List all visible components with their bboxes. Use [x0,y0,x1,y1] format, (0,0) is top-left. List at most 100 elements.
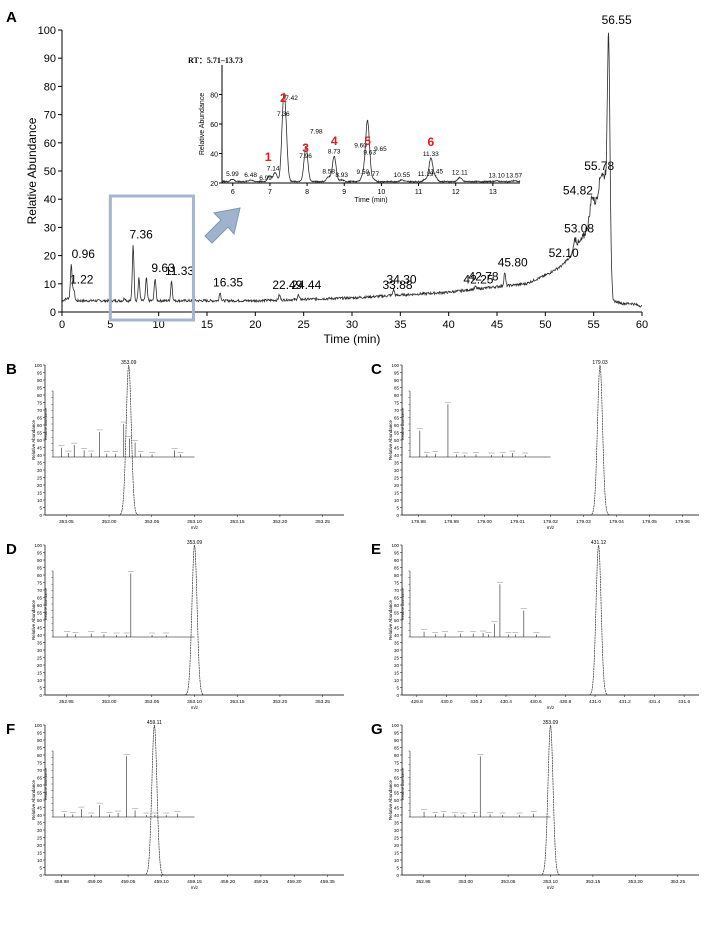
y-tick-label: 50 [394,618,400,623]
x-tick-label: 353.05 [59,519,74,525]
y-tick-label: 95 [394,730,400,735]
y-tick-label: 75 [394,580,400,585]
y-tick-label: 20 [394,483,400,488]
inset-x-tick-label: 11 [415,189,422,196]
x-tick-label: 353.15 [230,699,245,705]
y-tick-label: 40 [394,813,400,818]
y-tick-label: 65 [394,775,400,780]
x-tick-label: 353.15 [230,519,245,525]
x-tick-label: 178.99 [444,519,459,525]
x-tick-label: 353.10 [187,519,202,525]
x-tick-label: 50 [539,319,551,331]
peak-label: 52.10 [549,246,579,260]
inset-y-tick-label: 20 [210,181,218,188]
y-tick-label: 80 [394,573,400,578]
x-tick-label: 179.03 [576,519,591,525]
y-tick-label: 55 [37,430,43,435]
peak-label: 56.55 [602,13,632,27]
y-tick-label: 35 [37,820,43,825]
x-tick-label: 10 [153,319,165,331]
y-tick-label: 30 [44,222,56,234]
spectrum-panel-F: 0 5 10 15 20 25 30 35 40 45 50 55 60 65 70 75 80 85 90 95 10… [31,720,344,890]
y-tick-label: 30 [394,648,400,653]
y-tick-label: 15 [37,850,43,855]
y-tick-label: 80 [37,753,43,758]
y-tick-label: 65 [394,595,400,600]
peak-label: 0.96 [72,247,96,261]
x-tick-label: 20 [249,319,261,331]
y-tick-label: 55 [37,790,43,795]
y-tick-label: 40 [394,633,400,638]
y-tick-label: 0 [50,307,56,319]
peak-trace [402,545,699,696]
x-tick-label: 353.20 [273,699,288,705]
x-tick-label: 55 [588,319,600,331]
peak-label: 33.88 [382,278,412,292]
y-tick-label: 35 [394,820,400,825]
y-tick-label: 55 [394,790,400,795]
peak-trace [45,365,344,516]
peak-label: 11.33 [165,264,194,278]
peak-trace [402,724,699,876]
y-tick-label: 25 [37,655,43,660]
x-tick-label: 431.4 [648,699,660,705]
x-tick-label: 459.05 [121,879,136,885]
y-tick-label: 40 [37,453,43,458]
inset-x-tick-label: 12 [452,189,460,196]
inset-peak-label: 7.98 [310,129,323,136]
inset-peak-label: 7.36 [277,111,290,118]
y-tick-label: 10 [394,858,400,863]
y-tick-label: 45 [394,625,400,630]
y-tick-label: 20 [37,843,43,848]
y-tick-label: 5 [396,685,399,690]
spectrum-panel-G: 0 5 10 15 20 25 30 35 40 45 50 55 60 65 70 75 80 85 90 95 10… [388,720,699,890]
x-axis-label: m/z [547,525,555,530]
inset-peak-label: 7.14 [267,166,280,173]
inset-y-axis-label: Relative Abundance [401,408,405,440]
y-tick-label: 95 [37,730,43,735]
y-tick-label: 40 [44,194,56,206]
peak-number: 5 [364,134,371,148]
inset-y-axis-label: Relative Abundance [44,408,48,440]
y-tick-label: 20 [394,663,400,668]
x-tick-label: 353.00 [102,519,117,525]
y-tick-label: 50 [37,438,43,443]
y-tick-label: 0 [39,513,42,518]
y-tick-label: 15 [394,490,400,495]
spectrum-panel-B: 0 5 10 15 20 25 30 35 40 45 50 55 60 65 70 75 80 85 90 95 10… [31,360,344,530]
y-tick-label: 0 [396,693,399,698]
y-tick-label: 90 [44,53,56,65]
peak-number: 2 [280,91,287,105]
y-tick-label: 80 [44,81,56,93]
x-axis-label: m/z [191,885,199,890]
x-tick-label: 353.25 [315,699,330,705]
x-axis-label: m/z [191,705,199,710]
inset-peak-label: 13.10 [488,173,505,180]
y-tick-label: 0 [39,873,42,878]
y-tick-label: 70 [37,768,43,773]
y-tick-label: 100 [391,543,399,548]
y-tick-label: 75 [37,760,43,765]
y-tick-label: 35 [394,640,400,645]
y-tick-label: 20 [37,663,43,668]
y-tick-label: 100 [34,543,42,548]
y-tick-label: 55 [37,610,43,615]
x-tick-label: 179.02 [543,519,558,525]
peak-number: 4 [331,134,338,148]
peak-label: 353.09 [187,540,203,546]
inset-peak-label: 8.93 [335,172,348,179]
y-tick-label: 90 [37,558,43,563]
x-tick-label: 459.15 [187,879,202,885]
spectrum-panel-C: 0 5 10 15 20 25 30 35 40 45 50 55 60 65 70 75 80 85 90 95 10… [388,360,699,530]
inset-y-axis-label: Relative Abundance [44,768,48,800]
peak-label: 54.82 [563,183,593,197]
y-tick-label: 85 [37,745,43,750]
panel-label-G: G [371,721,383,738]
panel-label-D: D [6,541,17,558]
x-tick-label: 459.00 [87,879,102,885]
y-tick-label: 45 [37,805,43,810]
x-axis-label: m/z [547,705,555,710]
y-tick-label: 60 [37,603,43,608]
y-axis-label: Relative Abundance [388,419,393,460]
x-tick-label: 353.05 [144,519,159,525]
